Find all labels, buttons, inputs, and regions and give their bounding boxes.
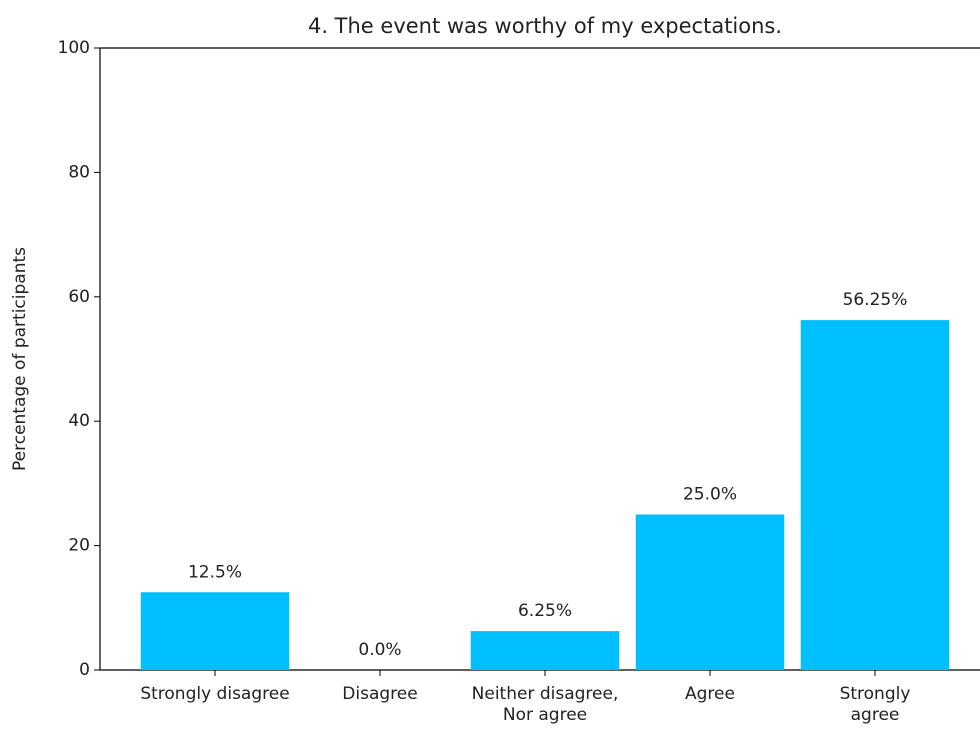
bar: [635, 514, 785, 670]
y-tick-label: 0: [79, 660, 90, 680]
value-label: 56.25%: [843, 290, 908, 310]
x-tick-label: Agree: [685, 684, 735, 704]
y-tick-label: 20: [68, 536, 90, 556]
chart-title: 4. The event was worthy of my expectatio…: [308, 14, 782, 38]
value-label: 25.0%: [683, 485, 737, 505]
value-label: 0.0%: [358, 640, 401, 660]
x-tick-label: Strongly agree: [839, 684, 911, 725]
x-tick-label: Neither disagree, Nor agree: [471, 684, 619, 725]
bar: [800, 320, 950, 670]
y-tick-label: 80: [68, 162, 90, 182]
value-label: 12.5%: [188, 562, 242, 582]
y-tick-label: 40: [68, 411, 90, 431]
y-tick-label: 100: [58, 38, 90, 58]
y-tick-label: 60: [68, 287, 90, 307]
value-label: 6.25%: [518, 601, 572, 621]
x-tick-label: Strongly disagree: [140, 684, 290, 704]
y-axis-label: Percentage of participants: [10, 247, 30, 471]
x-tick-label: Disagree: [342, 684, 418, 704]
bar: [140, 592, 290, 670]
bar: [470, 631, 620, 670]
